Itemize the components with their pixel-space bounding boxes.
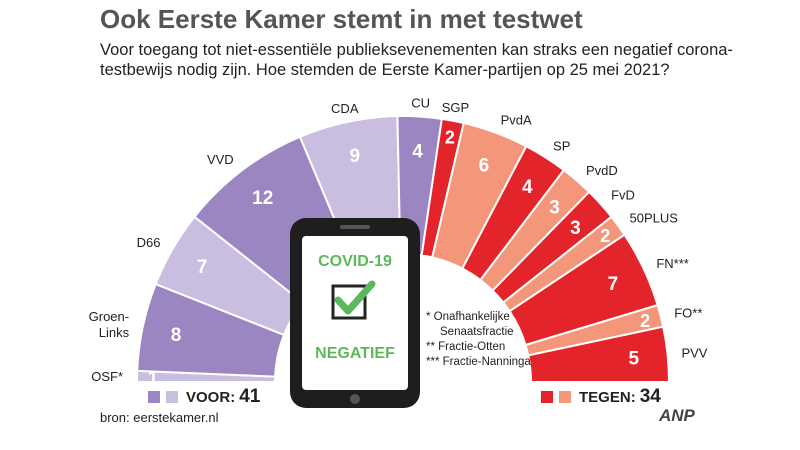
seat-value-cda: 9 <box>349 146 360 167</box>
covid-label: COVID-19 <box>318 253 392 270</box>
legend-tegen: TEGEN: 34 <box>541 386 661 408</box>
seat-value-cu: 4 <box>412 141 423 162</box>
party-label-groenlinks: Groen-Links <box>89 309 130 340</box>
party-label-fo: FO** <box>674 305 702 320</box>
legend-tegen-total: 34 <box>639 386 661 407</box>
phone-illustration: COVID-19 NEGATIEF <box>290 218 420 408</box>
party-label-pvv: PVV <box>681 346 707 361</box>
chart-title: Ook Eerste Kamer stemt in met testwet <box>100 4 583 34</box>
seat-value-pvv: 5 <box>628 349 639 370</box>
party-label-pvda: PvdA <box>501 113 532 128</box>
party-label-d66: D66 <box>137 235 161 250</box>
footnote-4: *** Fractie-Nanninga <box>426 356 531 368</box>
seat-value-50plus: 2 <box>600 226 610 246</box>
party-label-cda: CDA <box>331 101 359 116</box>
phone-screen <box>302 236 408 390</box>
phone-home-button <box>350 394 360 404</box>
legend-voor-total: 41 <box>239 386 261 407</box>
seat-value-fo: 2 <box>640 311 650 331</box>
party-label-fvd: FvD <box>611 188 635 203</box>
party-label-50plus: 50PLUS <box>630 210 679 225</box>
seat-value-sp: 4 <box>522 177 533 198</box>
seat-value-d66: 7 <box>197 257 208 278</box>
chart-subtitle: Voor toegang tot niet-essentiële publiek… <box>100 41 733 79</box>
seat-value-pvdd: 3 <box>549 197 560 218</box>
legend-voor-label: VOOR <box>186 388 231 406</box>
party-label-sp: SP <box>553 139 570 154</box>
seat-slice-pvv <box>527 325 671 383</box>
seat-value-vvd: 12 <box>252 188 273 209</box>
party-label-cu: CU <box>411 96 430 111</box>
seat-value-fn: 7 <box>608 274 619 295</box>
party-label-sgp: SGP <box>442 100 469 115</box>
legend-voor-dark-swatch <box>148 391 160 403</box>
seat-value-osf: 1 <box>148 368 158 388</box>
checkmark-icon <box>334 280 376 315</box>
source-credit: bron: eerstekamer.nl <box>100 410 219 425</box>
footnotes: * Onafhankelijke Senaatsfractie ** Fractie… <box>426 311 531 368</box>
legend-tegen-dark-swatch <box>541 391 553 403</box>
legend-tegen-light-swatch <box>559 391 571 403</box>
phone-speaker <box>340 225 370 229</box>
legend-voor-light-swatch <box>166 391 178 403</box>
footnote-1: * Onafhankelijke <box>426 311 510 323</box>
negatief-label: NEGATIEF <box>315 345 395 362</box>
seat-value-groenlinks: 8 <box>171 325 182 346</box>
checkbox-icon <box>331 284 367 320</box>
party-label-osf: OSF* <box>91 369 123 384</box>
footnote-3: ** Fractie-Otten <box>426 341 505 353</box>
footnote-2: Senaatsfractie <box>440 326 514 338</box>
seat-value-fvd: 3 <box>570 218 581 239</box>
seat-value-sgp: 2 <box>445 127 455 147</box>
party-label-pvdd: PvdD <box>586 163 618 178</box>
seat-value-pvda: 6 <box>479 156 490 177</box>
anp-logo: ANP <box>659 406 695 425</box>
party-label-vvd: VVD <box>207 152 234 167</box>
legend-tegen-label: TEGEN <box>579 388 631 406</box>
party-label-fn: FN*** <box>656 256 689 271</box>
legend-voor: VOOR: 41 <box>148 386 260 408</box>
